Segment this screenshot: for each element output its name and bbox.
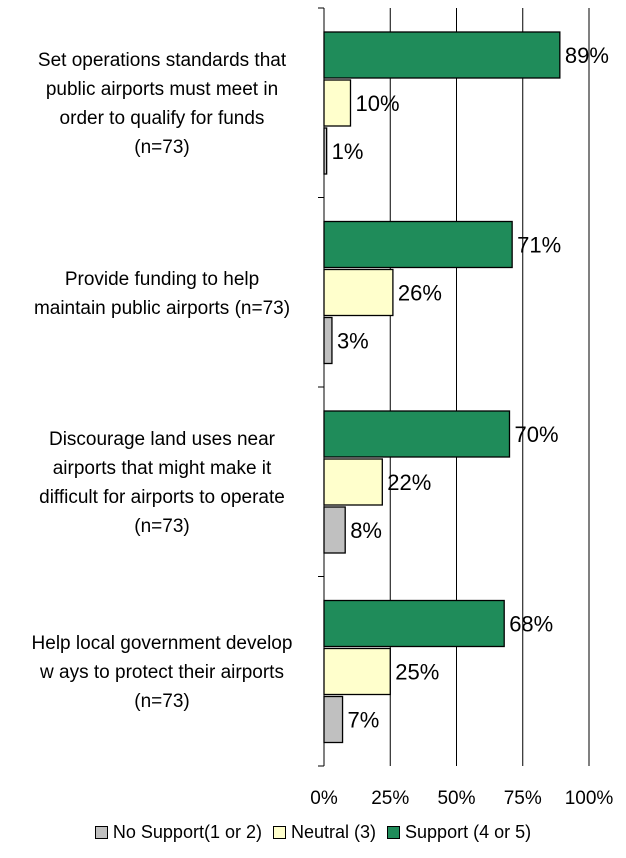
category-label-line: Help local government develop [31,633,293,654]
x-tick-label: 50% [437,788,475,809]
bar-support-4-or-5-1 [323,31,561,79]
category-label-1: Set operations standards that public airp… [12,46,312,162]
data-label-neutral-3-2: 26% [398,281,442,306]
category-label-line: (n=73) [134,137,190,158]
bar-neutral-3-2 [323,268,394,317]
category-label-line: (n=73) [134,691,190,712]
category-label-2: Provide funding to help maintain public a… [12,265,312,323]
x-tick-label: 0% [310,788,338,809]
data-label-no-support-1-or-2-2: 3% [337,329,369,354]
x-tick-label: 25% [371,788,409,809]
data-label-neutral-3-1: 10% [356,91,400,116]
bar-support-4-or-5-4 [323,599,505,648]
category-label-line: w ays to protect their airports [40,662,284,683]
bar-no-support-1-or-2-4 [323,695,344,744]
legend-item-neutral: Neutral (3) [272,822,377,843]
bar-support-4-or-5-2 [323,220,513,269]
legend-item-support: Support (4 or 5) [387,822,531,843]
bar-neutral-3-3 [323,458,383,506]
legend-swatch-no-support [94,826,108,839]
category-label-line: Discourage land uses near [48,429,276,450]
x-tick-label: 100% [565,788,614,809]
category-label-line: public airports must meet in [45,79,279,100]
data-label-neutral-3-4: 25% [395,660,439,685]
legend-label-support: Support (4 or 5) [405,822,532,842]
category-label-3: Discourage land uses near airports that m… [12,425,312,541]
legend-swatch-support [387,826,401,839]
bar-no-support-1-or-2-2 [323,316,333,365]
data-label-neutral-3-3: 22% [387,470,431,495]
data-label-support-4-or-5-2: 71% [517,233,561,258]
bar-neutral-3-4 [323,647,391,696]
data-label-support-4-or-5-3: 70% [515,422,559,447]
axes: 0% 25% 50% 75% 100% [310,7,614,809]
gridlines [389,8,590,766]
category-label-line: Provide funding to help [64,268,260,290]
category-label-line: airports that might make it [52,458,272,479]
category-label-line: (n=73) [134,516,190,537]
bar-no-support-1-or-2-3 [323,506,346,554]
legend-item-no-support: No Support(1 or 2) [94,822,262,843]
legend: No Support(1 or 2) Neutral (3) Support (… [0,822,626,843]
bar-support-4-or-5-3 [323,410,511,458]
data-label-support-4-or-5-1: 89% [565,43,609,68]
data-label-support-4-or-5-4: 68% [509,612,553,637]
category-label-line: difficult for airports to operate [39,487,285,508]
legend-label-no-support: No Support(1 or 2) [112,822,262,842]
category-label-line: order to qualify for funds [59,108,265,129]
legend-label-neutral: Neutral (3) [290,822,377,842]
x-tick-label: 75% [504,788,542,809]
data-label-no-support-1-or-2-3: 8% [350,518,382,543]
data-labels: 89% 10% 1% 71% 26% 3% 70% 22%8% 68% 25% 7% [332,43,609,733]
category-label-line: maintain public airports (n=73) [33,297,291,319]
category-label-4: Help local government develop w ays to pr… [12,629,312,716]
category-label-line: Set operations standards that [37,50,287,71]
bars [323,31,561,744]
data-label-no-support-1-or-2-1: 1% [332,139,364,164]
legend-swatch-neutral [272,826,286,839]
data-label-no-support-1-or-2-4: 7% [348,708,380,733]
bar-neutral-3-1 [323,79,352,127]
